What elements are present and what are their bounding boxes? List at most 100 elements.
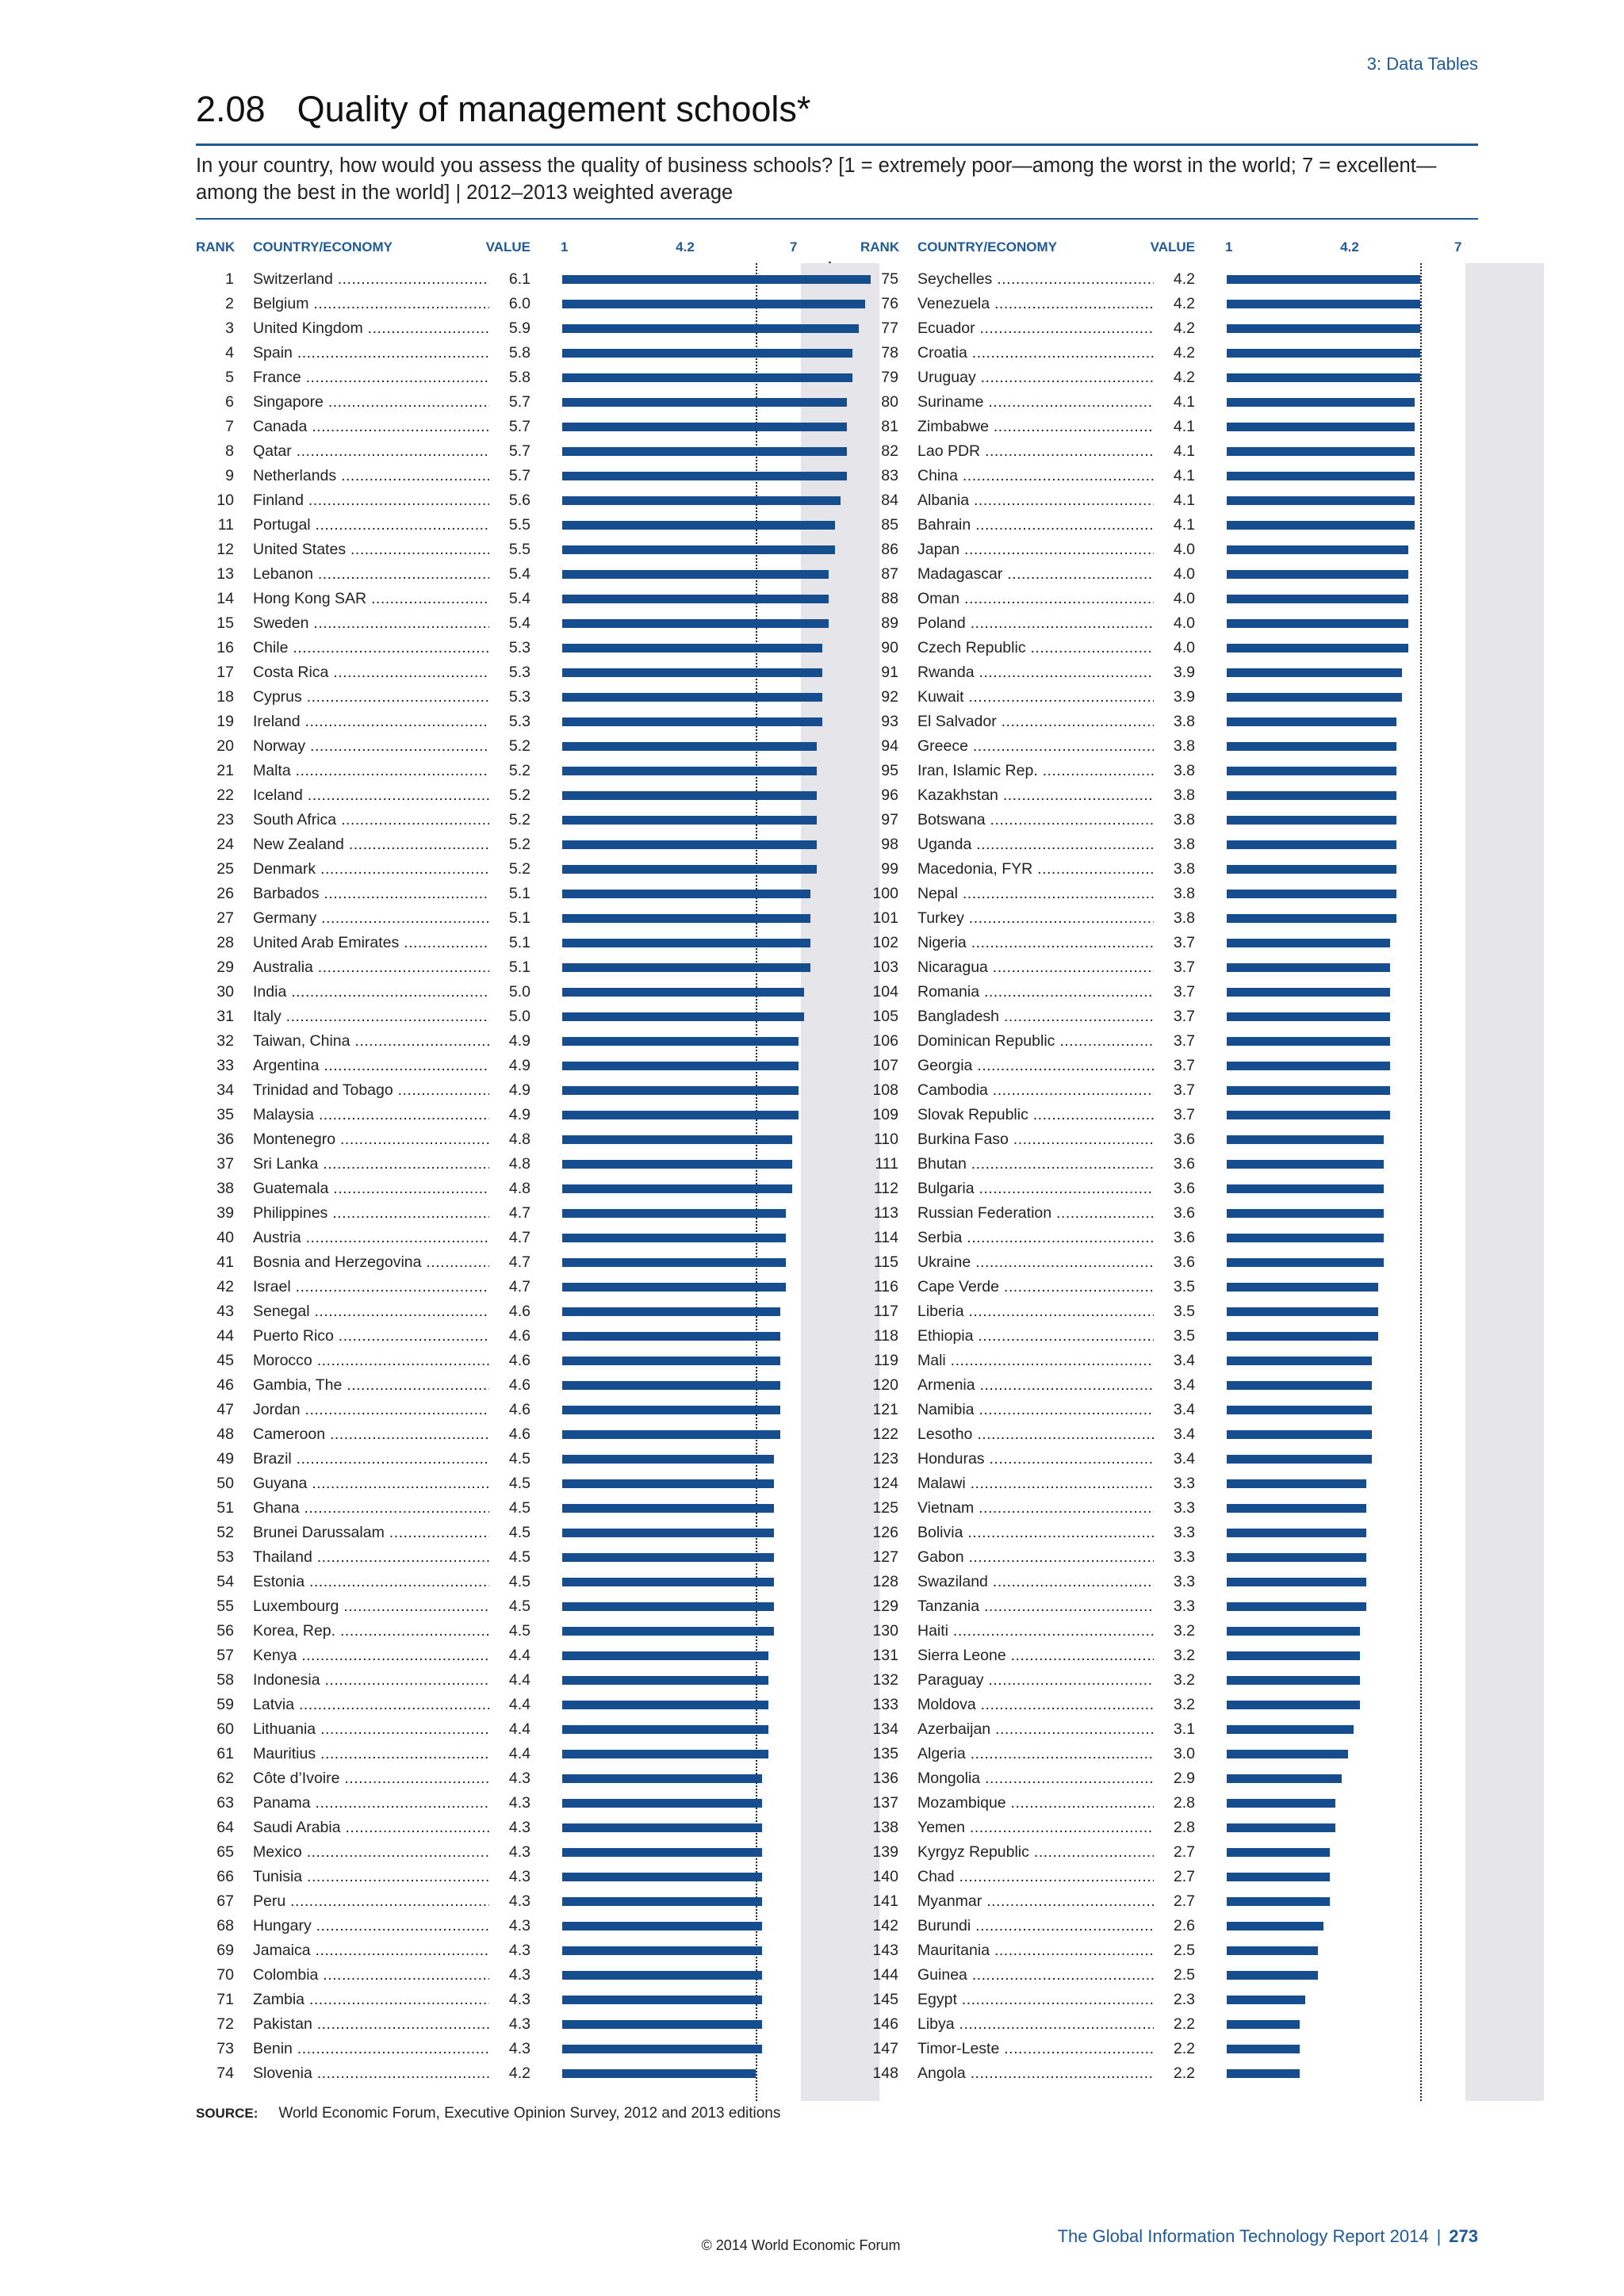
table-row: 85 Bahrain4.1 xyxy=(860,513,1463,538)
table-row: 104 Romania3.7 xyxy=(860,980,1463,1004)
value-bar xyxy=(1227,1996,1306,2004)
country-cell: Macedonia, FYR xyxy=(917,857,1195,882)
value-cell: 3.4 xyxy=(1154,1422,1195,1447)
country-cell: Côte d’Ivoire xyxy=(253,1766,530,1791)
value-bar xyxy=(562,1848,762,1857)
country-cell: Kuwait xyxy=(917,685,1195,710)
value-bar xyxy=(562,423,847,431)
table-row: 7 Canada5.7 xyxy=(196,415,847,439)
table-row: 107 Georgia3.7 xyxy=(860,1054,1463,1078)
table-row: 147 Timor-Leste2.2 xyxy=(860,2037,1463,2061)
value-cell: 3.7 xyxy=(1154,1004,1195,1029)
rank-cell: 7 xyxy=(225,418,234,435)
value-bar xyxy=(1227,1897,1330,1906)
value-cell: 3.3 xyxy=(1154,1471,1195,1496)
title-number: 2.08 xyxy=(196,89,266,129)
value-bar xyxy=(562,1627,775,1636)
value-bar xyxy=(1227,2069,1300,2078)
value-cell: 4.2 xyxy=(1154,292,1195,316)
country-cell: Japan xyxy=(917,538,1195,562)
rank-cell: 124 xyxy=(872,1475,898,1492)
rank-cell: 21 xyxy=(216,762,234,779)
value-bar xyxy=(562,1799,762,1808)
rank-cell: 87 xyxy=(881,565,898,583)
table-row: 2 Belgium6.0 xyxy=(196,292,865,316)
table-row: 43 Senegal4.6 xyxy=(196,1299,799,1324)
title-rule xyxy=(196,144,1478,146)
country-cell: Rwanda xyxy=(917,660,1195,685)
country-cell: Croatia xyxy=(917,341,1195,365)
value-bar xyxy=(1227,1627,1360,1636)
plot-background xyxy=(1465,263,1544,2101)
value-cell: 4.2 xyxy=(489,2061,530,2086)
country-cell: Moldova xyxy=(917,1693,1195,1717)
table-row: 64 Saudi Arabia4.3 xyxy=(196,1816,799,1840)
value-cell: 5.7 xyxy=(489,390,530,415)
value-bar xyxy=(562,1701,768,1709)
country-cell: Russian Federation xyxy=(917,1201,1195,1226)
country-cell: Swaziland xyxy=(917,1570,1195,1594)
rank-cell: 23 xyxy=(216,811,234,828)
value-bar xyxy=(1227,1676,1360,1685)
country-cell: Bhutan xyxy=(917,1152,1195,1177)
value-bar xyxy=(1227,693,1403,702)
value-cell: 4.5 xyxy=(489,1447,530,1471)
table-row: 61 Mauritius4.4 xyxy=(196,1742,799,1766)
value-cell: 3.3 xyxy=(1154,1521,1195,1545)
rank-cell: 95 xyxy=(881,762,898,779)
table-row: 139 Kyrgyz Republic2.7 xyxy=(860,1840,1463,1865)
value-cell: 4.0 xyxy=(1154,538,1195,562)
value-cell: 5.1 xyxy=(489,882,530,906)
value-bar xyxy=(1227,1823,1336,1832)
rank-cell: 16 xyxy=(216,639,234,656)
rank-cell: 102 xyxy=(872,934,898,951)
rank-cell: 118 xyxy=(873,1327,898,1345)
rank-cell: 12 xyxy=(216,541,234,558)
country-cell: Norway xyxy=(253,734,530,759)
table-row: 112 Bulgaria3.6 xyxy=(860,1177,1463,1201)
rank-cell: 125 xyxy=(872,1499,898,1517)
table-row: 31 Italy5.0 xyxy=(196,1004,805,1029)
table-row: 58 Indonesia4.4 xyxy=(196,1668,799,1693)
value-bar xyxy=(562,816,817,825)
country-cell: New Zealand xyxy=(253,832,530,857)
ranking-table-left: RANK COUNTRY/ECONOMY VALUE 1 4.2 7 1 Swit… xyxy=(196,222,879,2101)
table-row: 34 Trinidad and Tobago4.9 xyxy=(196,1078,799,1103)
country-cell: Nepal xyxy=(917,882,1195,906)
value-cell: 2.7 xyxy=(1154,1865,1195,1889)
source-text: World Economic Forum, Executive Opinion … xyxy=(278,2105,781,2122)
rank-cell: 90 xyxy=(881,639,898,656)
axis-tick-max: 7 xyxy=(1454,239,1462,254)
country-cell: Israel xyxy=(253,1275,530,1299)
value-cell: 5.2 xyxy=(489,783,530,808)
country-cell: Namibia xyxy=(917,1398,1195,1422)
value-cell: 4.7 xyxy=(489,1250,530,1275)
country-cell: Qatar xyxy=(253,439,530,464)
value-cell: 3.6 xyxy=(1154,1226,1195,1250)
country-cell: Myanmar xyxy=(917,1889,1195,1914)
rank-cell: 14 xyxy=(216,590,234,607)
value-bar xyxy=(1227,275,1421,284)
country-cell: Uganda xyxy=(917,832,1195,857)
value-bar xyxy=(562,963,810,972)
rank-cell: 6 xyxy=(225,393,234,411)
table-row: 29 Australia5.1 xyxy=(196,955,810,980)
rank-cell: 143 xyxy=(872,1942,898,1959)
country-cell: Brunei Darussalam xyxy=(253,1521,530,1545)
value-cell: 5.7 xyxy=(489,439,530,464)
value-cell: 4.6 xyxy=(489,1422,530,1447)
country-cell: Bosnia and Herzegovina xyxy=(253,1250,530,1275)
page-title: 2.08 Quality of management schools* xyxy=(196,89,810,130)
plot-background xyxy=(801,263,879,2101)
value-bar xyxy=(562,1873,762,1881)
rank-cell: 128 xyxy=(872,1573,898,1590)
rank-cell: 82 xyxy=(881,442,898,460)
country-cell: Finland xyxy=(253,488,530,513)
value-bar xyxy=(562,1553,775,1562)
country-cell: Sierra Leone xyxy=(917,1644,1195,1668)
table-row: 45 Morocco4.6 xyxy=(196,1349,799,1373)
rank-header: RANK xyxy=(860,239,900,254)
value-bar xyxy=(562,324,860,333)
rank-cell: 36 xyxy=(216,1131,234,1148)
table-row: 13 Lebanon5.4 xyxy=(196,562,829,587)
